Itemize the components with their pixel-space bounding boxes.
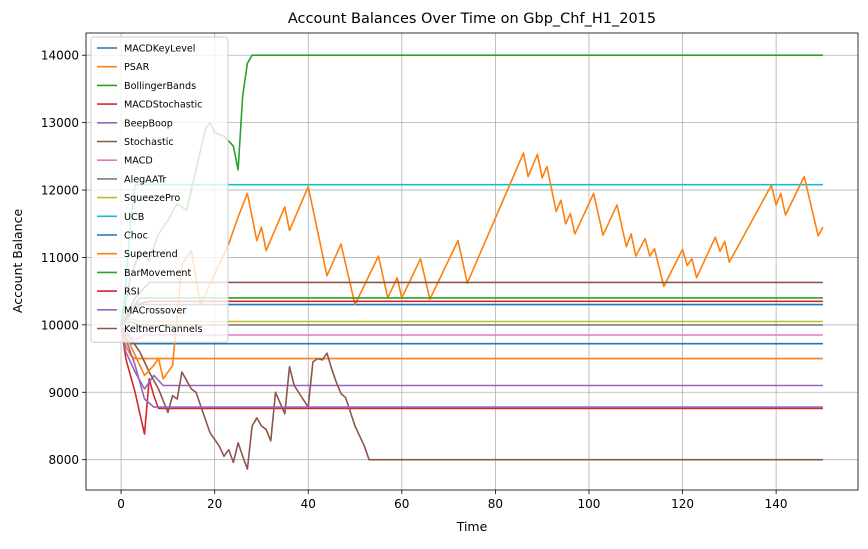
legend-label: AlegAATr (124, 174, 166, 185)
x-tick-label: 20 (207, 497, 222, 511)
y-tick-label: 12000 (41, 184, 79, 198)
series-line-macdstochastic (120, 324, 823, 435)
legend-box (90, 36, 229, 343)
legend: MACDKeyLevelPSARBollingerBandsMACDStocha… (90, 36, 229, 343)
legend-label: UCB (124, 212, 144, 223)
y-tick-label: 8000 (48, 453, 79, 467)
x-tick-label: 40 (301, 497, 316, 511)
x-tick-label: 120 (671, 497, 694, 511)
y-axis-label: Account Balance (10, 209, 25, 314)
legend-label: SqueezePro (124, 193, 180, 204)
legend-label: RSI (124, 287, 140, 298)
legend-label: MACDStochastic (124, 100, 202, 111)
x-tick-label: 100 (578, 497, 601, 511)
y-tick-label: 13000 (41, 116, 79, 130)
legend-label: BeepBoop (124, 118, 173, 129)
series-line-macrossover (120, 324, 823, 408)
legend-label: MACD (124, 156, 153, 167)
x-tick-label: 60 (394, 497, 409, 511)
x-tick-label: 80 (488, 497, 503, 511)
legend-label: BarMovement (124, 268, 191, 279)
y-tick-label: 10000 (41, 318, 79, 332)
legend-label: Stochastic (124, 137, 174, 148)
legend-label: KeltnerChannels (124, 324, 202, 335)
legend-label: Supertrend (124, 249, 178, 260)
axis-ticks: 0 20 40 60 80 100 120 140 8000 9000 10000 11000 1200… (41, 49, 788, 511)
legend-label: BollingerBands (124, 81, 196, 92)
legend-label: Choc (124, 231, 148, 242)
y-tick-label: 11000 (41, 251, 79, 265)
chart-title: Account Balances Over Time on Gbp_Chf_H1… (288, 11, 656, 27)
y-tick-label: 9000 (48, 386, 79, 400)
legend-label: PSAR (124, 62, 150, 73)
series-line-beepboop (120, 324, 823, 390)
plot-frame (85, 32, 859, 491)
x-axis-label: Time (456, 519, 488, 534)
legend-label: MACrossover (124, 305, 186, 316)
legend-label: MACDKeyLevel (124, 44, 195, 55)
series-line-stochastic (120, 324, 823, 470)
x-tick-label: 140 (765, 497, 788, 511)
y-tick-label: 14000 (41, 49, 79, 63)
x-tick-label: 0 (117, 497, 125, 511)
